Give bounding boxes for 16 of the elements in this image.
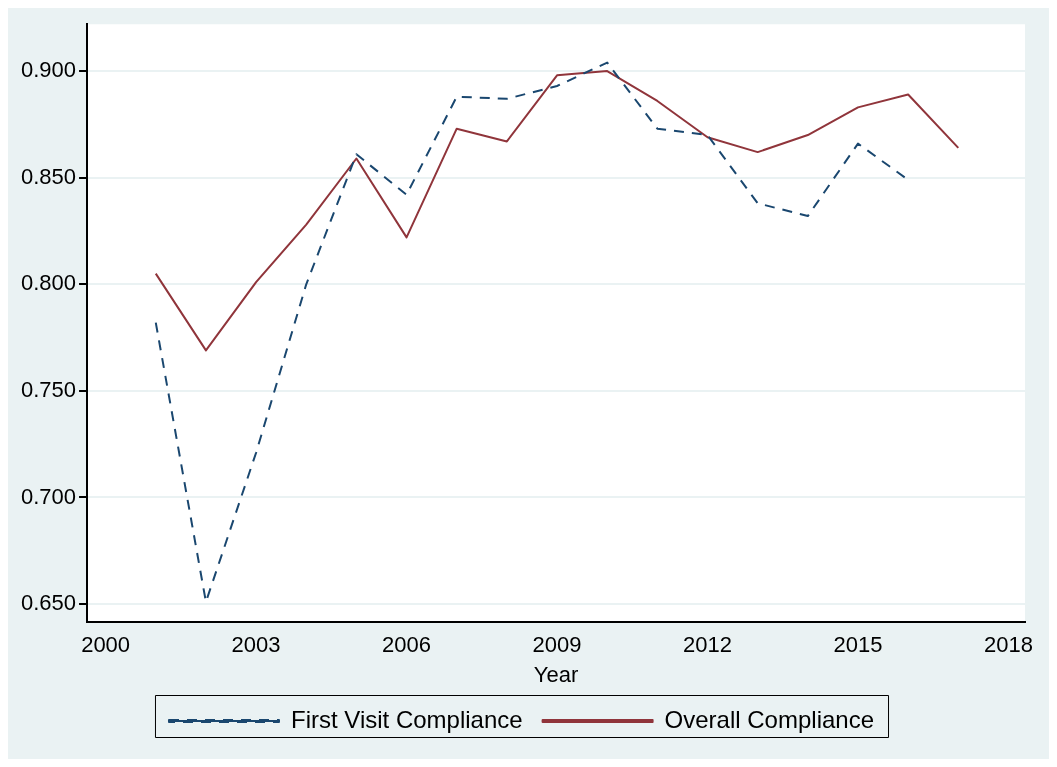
legend-label: Overall Compliance [664, 705, 875, 733]
y-tick-label: 0.900 [20, 57, 77, 83]
legend-label: First Visit Compliance [290, 705, 523, 733]
y-tick-label: 0.800 [20, 270, 77, 296]
x-tick-label: 2000 [81, 632, 131, 658]
y-tick-label: 0.650 [20, 590, 77, 616]
x-tick-label: 2009 [532, 632, 582, 658]
x-tick-label: 2015 [833, 632, 883, 658]
y-tick-label: 0.850 [20, 163, 77, 189]
y-tick-label: 0.750 [20, 376, 77, 402]
x-tick-label: 2003 [231, 632, 281, 658]
x-tick-label: 2012 [683, 632, 732, 658]
x-tick-label: 2006 [382, 632, 432, 658]
y-tick-label: 0.700 [20, 483, 77, 509]
x-tick-label: 2018 [983, 632, 1033, 658]
x-axis-title: Year [533, 661, 579, 687]
